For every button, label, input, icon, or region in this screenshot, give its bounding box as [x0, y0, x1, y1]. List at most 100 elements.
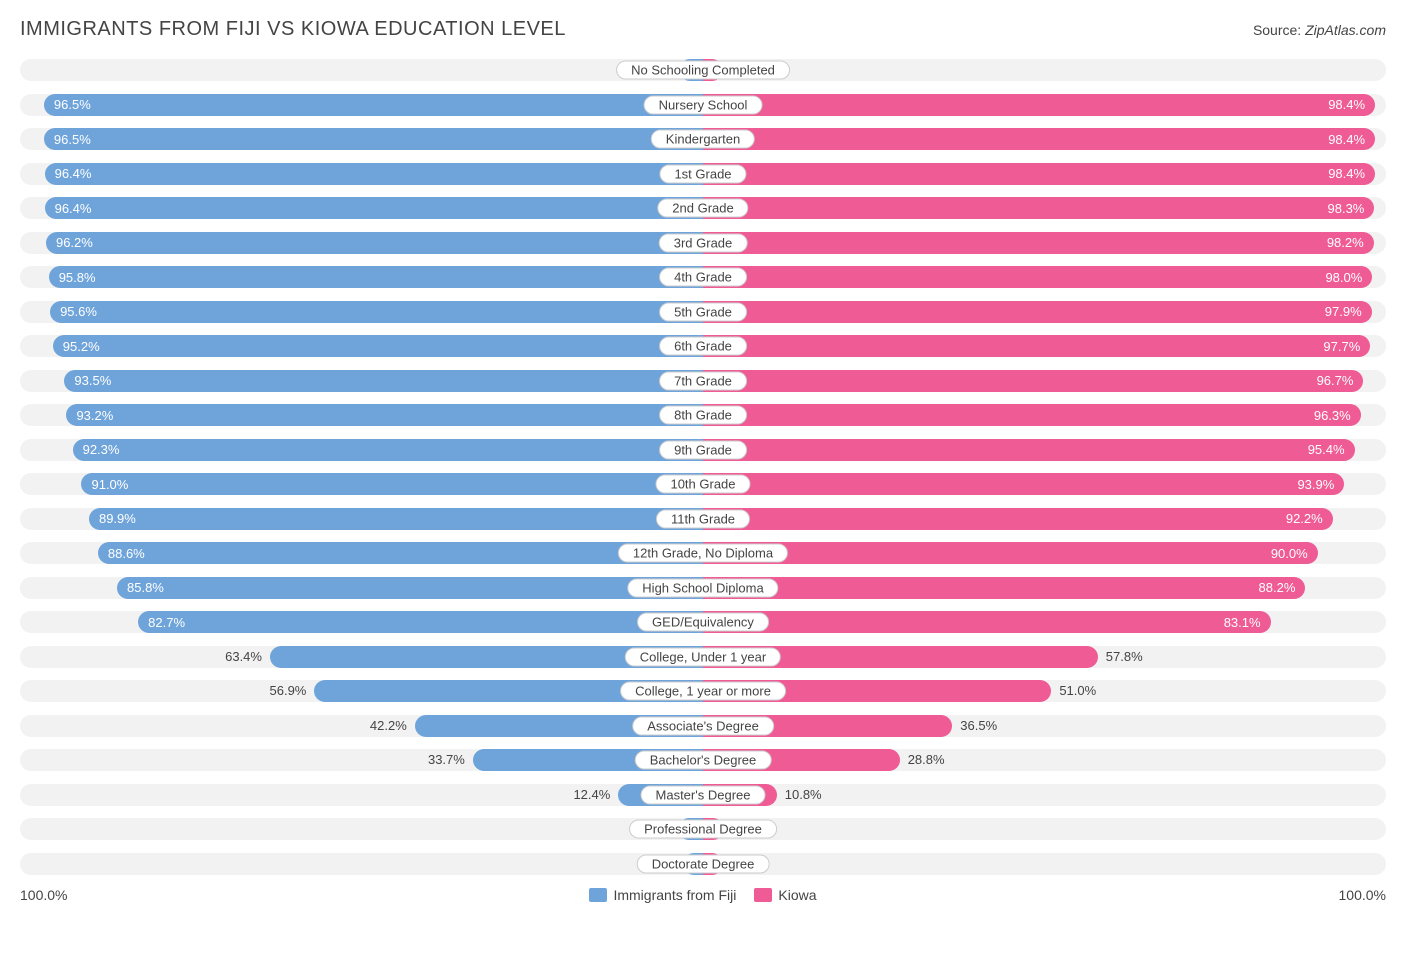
bar-right: 98.4%: [703, 94, 1375, 116]
category-label: Kindergarten: [651, 130, 755, 149]
bar-right: 92.2%: [703, 508, 1333, 530]
category-label: 8th Grade: [659, 406, 747, 425]
bar-left: 93.5%: [64, 370, 703, 392]
chart-row: 96.4%98.3%2nd Grade: [20, 197, 1386, 219]
chart-row: 95.2%97.7%6th Grade: [20, 335, 1386, 357]
chart-row: 96.4%98.4%1st Grade: [20, 163, 1386, 185]
category-label: 2nd Grade: [657, 199, 748, 218]
legend: Immigrants from Fiji Kiowa: [589, 887, 816, 903]
bar-right: 96.7%: [703, 370, 1363, 392]
bar-left: 85.8%: [117, 577, 703, 599]
category-label: 5th Grade: [659, 302, 747, 321]
chart-row: 12.4%10.8%Master's Degree: [20, 784, 1386, 806]
category-label: College, 1 year or more: [620, 682, 786, 701]
chart-row: 63.4%57.8%College, Under 1 year: [20, 646, 1386, 668]
chart-header: IMMIGRANTS FROM FIJI VS KIOWA EDUCATION …: [20, 18, 1386, 41]
chart-source: Source: ZipAtlas.com: [1253, 22, 1386, 38]
category-label: No Schooling Completed: [616, 61, 790, 80]
bar-right-value: 36.5%: [960, 715, 997, 737]
legend-swatch-fiji: [589, 888, 607, 902]
bar-left: 96.2%: [46, 232, 703, 254]
category-label: GED/Equivalency: [637, 613, 769, 632]
bar-left-value: 42.2%: [370, 715, 407, 737]
chart-row: 92.3%95.4%9th Grade: [20, 439, 1386, 461]
chart-row: 88.6%90.0%12th Grade, No Diploma: [20, 542, 1386, 564]
chart-row: 91.0%93.9%10th Grade: [20, 473, 1386, 495]
category-label: 4th Grade: [659, 268, 747, 287]
legend-item-fiji: Immigrants from Fiji: [589, 887, 736, 903]
chart-row: 56.9% 51.0% College, 1 year or more: [20, 680, 1386, 702]
bar-left-value: 63.4%: [225, 646, 262, 668]
bar-right: 98.0%: [703, 266, 1372, 288]
source-label: Source:: [1253, 22, 1305, 38]
source-name: ZipAtlas.com: [1305, 22, 1386, 38]
category-label: Nursery School: [644, 95, 763, 114]
bar-left-value: 12.4%: [573, 784, 610, 806]
axis-right-max: 100.0%: [1339, 887, 1386, 903]
legend-item-kiowa: Kiowa: [754, 887, 816, 903]
chart-row: 1.6%1.5%Doctorate Degree: [20, 853, 1386, 875]
chart-row: 96.5%98.4%Nursery School: [20, 94, 1386, 116]
bar-right: 98.3%: [703, 197, 1374, 219]
chart-row: 96.2%98.2%3rd Grade: [20, 232, 1386, 254]
legend-swatch-kiowa: [754, 888, 772, 902]
category-label: 7th Grade: [659, 371, 747, 390]
bar-right: 88.2%: [703, 577, 1305, 599]
category-label: Doctorate Degree: [637, 854, 770, 873]
category-label: 1st Grade: [659, 164, 746, 183]
bar-left: 91.0%: [81, 473, 703, 495]
bar-left: 96.5%: [44, 128, 703, 150]
chart-row: 95.8%98.0%4th Grade: [20, 266, 1386, 288]
chart-title: IMMIGRANTS FROM FIJI VS KIOWA EDUCATION …: [20, 18, 566, 41]
category-label: 10th Grade: [655, 475, 750, 494]
chart-row: 93.2%96.3%8th Grade: [20, 404, 1386, 426]
chart-row: 42.2% 36.5% Associate's Degree: [20, 715, 1386, 737]
bar-left: 82.7%: [138, 611, 703, 633]
category-label: 11th Grade: [656, 509, 750, 528]
category-label: Bachelor's Degree: [635, 751, 772, 770]
chart-row: 96.5%98.4%Kindergarten: [20, 128, 1386, 150]
chart-row: 93.5%96.7%7th Grade: [20, 370, 1386, 392]
diverging-bar-chart: 3.5%1.6%No Schooling Completed96.5%98.4%…: [20, 59, 1386, 875]
category-label: Master's Degree: [641, 785, 766, 804]
bar-left: 96.4%: [45, 197, 703, 219]
bar-left: 95.6%: [50, 301, 703, 323]
bar-right: 96.3%: [703, 404, 1361, 426]
chart-row: 89.9%92.2%11th Grade: [20, 508, 1386, 530]
bar-left-value: 56.9%: [270, 680, 307, 702]
bar-left-value: 33.7%: [428, 749, 465, 771]
chart-row: 33.7% 28.8% Bachelor's Degree: [20, 749, 1386, 771]
category-label: 6th Grade: [659, 337, 747, 356]
bar-left: 93.2%: [66, 404, 703, 426]
bar-right: 98.4%: [703, 128, 1375, 150]
chart-row: 3.7%3.1%Professional Degree: [20, 818, 1386, 840]
chart-row: 85.8%88.2%High School Diploma: [20, 577, 1386, 599]
legend-label-kiowa: Kiowa: [778, 887, 816, 903]
category-label: High School Diploma: [627, 578, 778, 597]
category-label: 12th Grade, No Diploma: [618, 544, 788, 563]
legend-label-fiji: Immigrants from Fiji: [613, 887, 736, 903]
axis-left-max: 100.0%: [20, 887, 67, 903]
bar-right: 95.4%: [703, 439, 1355, 461]
bar-left: 89.9%: [89, 508, 703, 530]
bar-right: 98.4%: [703, 163, 1375, 185]
bar-right: 97.9%: [703, 301, 1372, 323]
bar-right: 98.2%: [703, 232, 1374, 254]
category-label: Professional Degree: [629, 820, 777, 839]
bar-right: 93.9%: [703, 473, 1344, 495]
chart-footer: 100.0% Immigrants from Fiji Kiowa 100.0%: [20, 887, 1386, 903]
bar-right-value: 28.8%: [908, 749, 945, 771]
chart-row: 82.7%83.1%GED/Equivalency: [20, 611, 1386, 633]
category-label: 3rd Grade: [659, 233, 748, 252]
bar-right: 97.7%: [703, 335, 1370, 357]
bar-right-value: 51.0%: [1059, 680, 1096, 702]
bar-left: 88.6%: [98, 542, 703, 564]
bar-left: 92.3%: [73, 439, 703, 461]
bar-left: 95.8%: [49, 266, 703, 288]
category-label: Associate's Degree: [632, 716, 774, 735]
bar-right: 90.0%: [703, 542, 1318, 564]
category-label: College, Under 1 year: [625, 647, 781, 666]
category-label: 9th Grade: [659, 440, 747, 459]
bar-left: 96.4%: [45, 163, 703, 185]
bar-left: 95.2%: [53, 335, 703, 357]
